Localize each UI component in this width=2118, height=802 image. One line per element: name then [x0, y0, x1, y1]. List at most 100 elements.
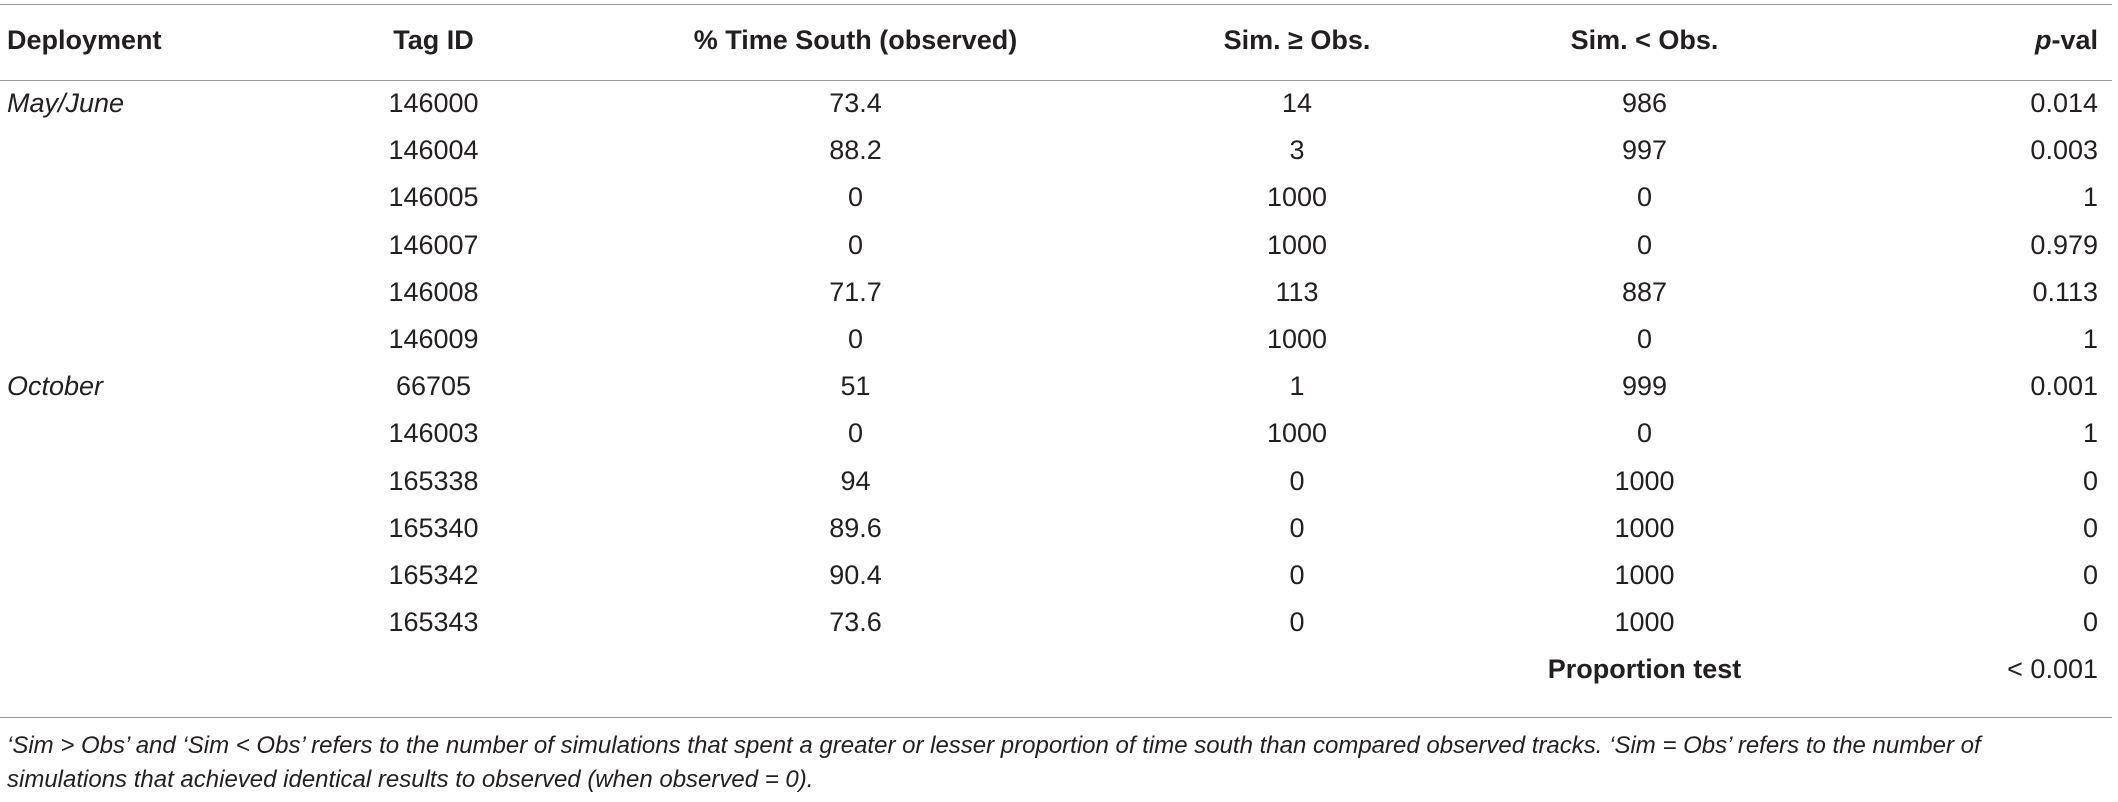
- cell-sim-ge-obs: 0: [1289, 559, 1305, 590]
- cell-pval: 0: [2082, 559, 2098, 590]
- cell-pct-time-south: 0: [847, 229, 864, 260]
- cell-pct-time-south: 0: [847, 324, 864, 355]
- table-row: 165343 73.6 0 1000 0: [0, 599, 2112, 646]
- cell-sim-lt-obs: 887: [1621, 276, 1668, 307]
- cell-pct-time-south: 0: [847, 418, 864, 449]
- header-row: Deployment Tag ID % Time South (observed…: [0, 0, 2112, 80]
- summary-empty-cell: [0, 646, 307, 693]
- cell-tag-id: 165338: [388, 465, 479, 496]
- table-row: 165342 90.4 0 1000 0: [0, 552, 2112, 599]
- cell-pval: 0.003: [2030, 135, 2098, 166]
- cell-deployment: [0, 552, 307, 599]
- cell-sim-lt-obs: 986: [1621, 88, 1668, 119]
- header-deployment: Deployment: [7, 24, 162, 55]
- cell-pct-time-south: 90.4: [829, 559, 882, 590]
- cell-tag-id: 146005: [388, 182, 479, 213]
- cell-sim-lt-obs: 999: [1621, 371, 1668, 402]
- cell-deployment: [0, 410, 307, 457]
- table-footnote: ‘Sim > Obs’ and ‘Sim < Obs’ refers to th…: [7, 732, 1981, 793]
- cell-deployment: [0, 316, 307, 363]
- cell-deployment: [0, 505, 307, 552]
- cell-deployment: [0, 599, 307, 646]
- cell-sim-ge-obs: 1000: [1266, 229, 1328, 260]
- header-tag-id: Tag ID: [393, 24, 474, 55]
- cell-pct-time-south: 0: [847, 182, 864, 213]
- cell-pval: 1: [2082, 418, 2098, 449]
- cell-tag-id: 66705: [395, 371, 472, 402]
- cell-pct-time-south: 89.6: [829, 512, 882, 543]
- cell-sim-ge-obs: 14: [1281, 88, 1313, 119]
- cell-sim-lt-obs: 997: [1621, 135, 1668, 166]
- cell-pval: 1: [2082, 324, 2098, 355]
- header-pct-time-south: % Time South (observed): [693, 24, 1018, 55]
- cell-sim-ge-obs: 0: [1289, 607, 1305, 638]
- cell-sim-ge-obs: 113: [1275, 276, 1319, 307]
- cell-tag-id: 165343: [388, 607, 479, 638]
- cell-tag-id: 165340: [388, 512, 479, 543]
- cell-sim-lt-obs: 0: [1636, 229, 1653, 260]
- header-pval-p: p: [2034, 24, 2052, 55]
- cell-tag-id: 146004: [388, 135, 479, 166]
- table-row: 146004 88.2 3 997 0.003: [0, 127, 2112, 174]
- cell-sim-lt-obs: 1000: [1614, 512, 1675, 543]
- cell-pval: 1: [2082, 182, 2098, 213]
- table-row: 165338 94 0 1000 0: [0, 458, 2112, 505]
- results-table: Deployment Tag ID % Time South (observed…: [0, 0, 2112, 693]
- header-pval-rest: -val: [2051, 24, 2098, 55]
- cell-pct-time-south: 73.4: [829, 88, 882, 119]
- cell-pval: 0.113: [2032, 276, 2098, 307]
- cell-sim-lt-obs: 1000: [1614, 559, 1675, 590]
- cell-deployment: [0, 222, 307, 269]
- cell-tag-id: 146008: [388, 276, 479, 307]
- cell-sim-ge-obs: 0: [1289, 512, 1305, 543]
- table-row: 146005 0 1000 0 1: [0, 174, 2112, 221]
- table-row: 146009 0 1000 0 1: [0, 316, 2112, 363]
- cell-pval: 0: [2082, 512, 2098, 543]
- cell-pval: 0.014: [2030, 88, 2098, 119]
- table-header: Deployment Tag ID % Time South (observed…: [0, 0, 2112, 80]
- cell-sim-lt-obs: 0: [1636, 324, 1653, 355]
- cell-pval: 0.001: [2030, 371, 2098, 402]
- table-row: 146003 0 1000 0 1: [0, 410, 2112, 457]
- cell-deployment: [0, 458, 307, 505]
- cell-tag-id: 165342: [388, 559, 479, 590]
- cell-pct-time-south: 88.2: [829, 135, 882, 166]
- table-row: 146008 71.7 113 887 0.113: [0, 269, 2112, 316]
- cell-deployment: October: [7, 371, 104, 402]
- summary-empty-cell: [560, 646, 1151, 693]
- cell-sim-lt-obs: 1000: [1614, 607, 1675, 638]
- summary-row: Proportion test < 0.001: [0, 646, 2112, 693]
- cell-sim-lt-obs: 0: [1636, 182, 1653, 213]
- cell-pval: 0: [2082, 465, 2098, 496]
- cell-deployment: [0, 269, 307, 316]
- table-header-rule: [0, 80, 2112, 81]
- table-top-rule: [0, 4, 2112, 5]
- cell-pct-time-south: 94: [840, 465, 871, 496]
- cell-pval: 0: [2082, 607, 2098, 638]
- cell-sim-ge-obs: 0: [1289, 465, 1305, 496]
- cell-deployment: May/June: [7, 88, 125, 119]
- cell-tag-id: 146003: [388, 418, 479, 449]
- cell-sim-lt-obs: 0: [1636, 418, 1653, 449]
- cell-tag-id: 146000: [388, 88, 479, 119]
- cell-sim-ge-obs: 1: [1289, 371, 1305, 402]
- header-pval: p-val: [1846, 0, 2112, 80]
- cell-pct-time-south: 51: [840, 371, 871, 402]
- table-row: 165340 89.6 0 1000 0: [0, 505, 2112, 552]
- summary-value: < 0.001: [2007, 654, 2098, 685]
- cell-sim-ge-obs: 1000: [1266, 324, 1328, 355]
- cell-sim-ge-obs: 3: [1289, 135, 1305, 166]
- cell-deployment: [0, 174, 307, 221]
- cell-deployment: [0, 127, 307, 174]
- cell-sim-ge-obs: 1000: [1266, 182, 1328, 213]
- table-body: May/June 146000 73.4 14 986 0.014 146004 88.2 3 9…: [0, 80, 2112, 693]
- summary-label: Proportion test: [1547, 654, 1742, 685]
- header-sim-ge-obs: Sim. ≥ Obs.: [1223, 24, 1371, 55]
- cell-pct-time-south: 71.7: [829, 276, 882, 307]
- cell-tag-id: 146007: [388, 229, 479, 260]
- cell-sim-lt-obs: 1000: [1614, 465, 1675, 496]
- cell-tag-id: 146009: [388, 324, 479, 355]
- summary-empty-cell: [307, 646, 560, 693]
- cell-sim-ge-obs: 1000: [1266, 418, 1328, 449]
- cell-pct-time-south: 73.6: [829, 607, 882, 638]
